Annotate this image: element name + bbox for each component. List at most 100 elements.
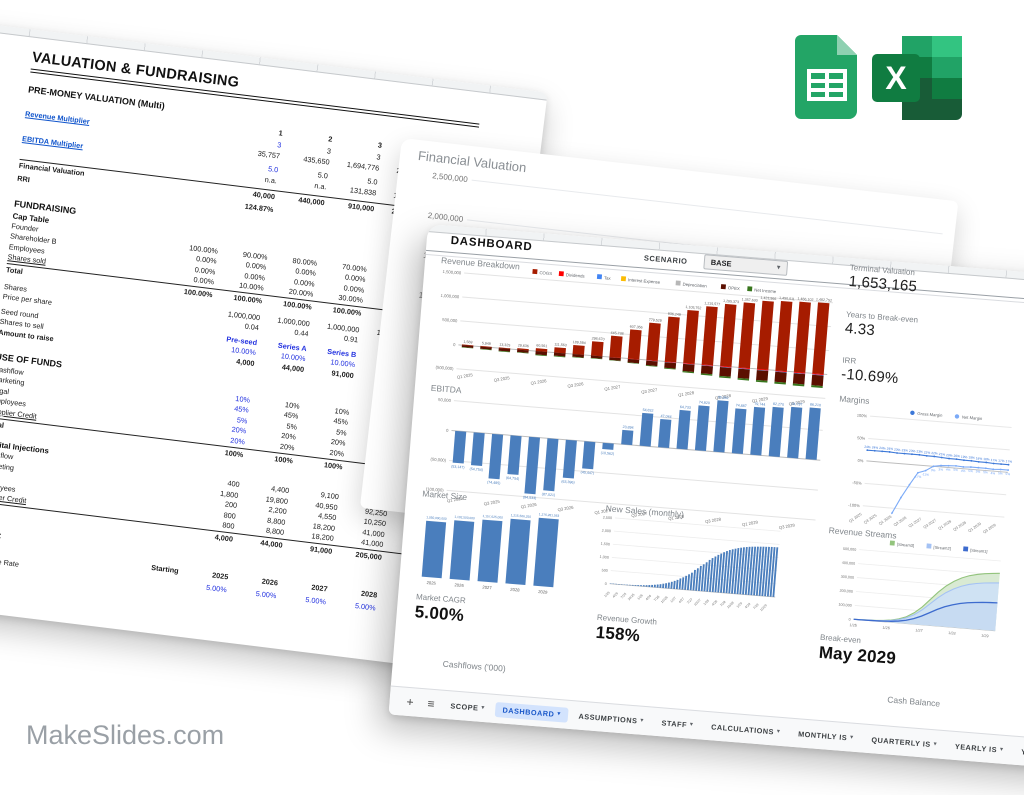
svg-text:10/28: 10/28 [726,601,735,610]
svg-text:20%: 20% [953,454,960,459]
svg-text:24%: 24% [879,446,886,451]
svg-text:Q3 2028: Q3 2028 [705,516,722,524]
svg-text:1,215,577: 1,215,577 [704,301,720,306]
svg-text:4/28: 4/28 [711,599,718,606]
svg-text:7/26: 7/26 [653,595,660,602]
svg-text:0: 0 [848,618,850,622]
svg-text:936,249: 936,249 [668,312,681,317]
sheet-tab-scope[interactable]: SCOPE ▾ [450,700,485,713]
svg-text:23%: 23% [894,448,901,453]
svg-text:23,894: 23,894 [622,425,633,430]
svg-text:2029: 2029 [538,589,548,595]
svg-text:Q3 2025: Q3 2025 [863,513,877,524]
dashboard-sheet-card: DASHBOARD SCENARIO BASE ▼ 1,500,000 1,000… [388,224,1024,795]
kpi-irr-label: IRR [842,355,857,366]
svg-text:1,500,000: 1,500,000 [442,269,462,276]
svg-text:Q3 2025: Q3 2025 [493,375,510,383]
svg-text:COGS: COGS [539,270,552,276]
svg-text:50%: 50% [857,435,866,441]
svg-text:779,529: 779,529 [649,318,662,323]
svg-text:54,832: 54,832 [642,408,653,413]
svg-text:4/29: 4/29 [744,602,751,609]
svg-text:0: 0 [604,582,606,586]
svg-text:-100%: -100% [848,502,860,508]
svg-text:86,210: 86,210 [810,402,821,407]
cell: 91,000 [309,544,333,557]
svg-text:(10,562): (10,562) [601,451,615,456]
cell: 124.87% [244,202,274,215]
svg-text:2028: 2028 [510,587,520,593]
svg-text:Q1 2025: Q1 2025 [848,512,862,523]
sheet-tab-monthly-is[interactable]: MONTHLY IS ▾ [797,728,854,742]
cell: 205,000 [355,550,383,563]
svg-text:(50,000): (50,000) [430,457,447,463]
svg-text:500,000: 500,000 [843,547,857,552]
svg-text:Q3 2027: Q3 2027 [923,518,937,529]
cell [133,523,184,539]
tab-menu-caret-icon: ▾ [557,710,561,718]
sheet-tab-assumptions[interactable]: ASSUMPTIONS ▾ [578,711,644,725]
cell [143,438,194,454]
cell: 4,000 [214,532,234,544]
svg-text:(45,447): (45,447) [580,470,594,475]
svg-text:Q3 2026: Q3 2026 [557,505,574,513]
google-sheets-icon [795,35,857,119]
sheet-tab-quarterly-is[interactable]: QUARTERLY IS ▾ [871,734,938,749]
sheet-tab-calculations[interactable]: CALCULATIONS ▾ [710,721,781,736]
svg-text:Q3 2029: Q3 2029 [778,522,795,530]
svg-text:-50%: -50% [852,480,862,486]
sheet-tab-yearly-is[interactable]: YEARLY IS ▾ [954,741,1004,754]
watermark: MakeSlides.com [26,720,225,750]
svg-text:1,050,000,000: 1,050,000,000 [426,515,447,521]
svg-text:23%: 23% [916,449,923,454]
svg-text:10/29: 10/29 [759,603,768,612]
svg-text:18%: 18% [983,457,990,462]
svg-text:Q3 2028: Q3 2028 [715,393,732,401]
svg-text:1/25: 1/25 [603,591,610,598]
sheet-tab-staff[interactable]: STAFF ▾ [661,717,694,729]
svg-text:0: 0 [446,428,449,433]
svg-text:Gross Margin: Gross Margin [917,411,943,418]
svg-text:20%: 20% [946,453,953,458]
svg-text:5%: 5% [976,469,981,473]
svg-text:(94,533): (94,533) [523,495,537,500]
sheet-tab-yearly-balance[interactable]: YEARLY BALANCE▾ [1020,746,1024,762]
svg-text:189,594: 189,594 [573,340,586,345]
svg-text:(53,147): (53,147) [451,465,465,470]
sheet-tab-dashboard[interactable]: DASHBOARD ▾ [495,701,569,723]
cell: 100.00% [332,305,362,319]
svg-text:4/25: 4/25 [612,591,619,598]
svg-text:Q3 2027: Q3 2027 [631,511,648,519]
svg-text:Q3 2026: Q3 2026 [893,516,907,527]
svg-text:7/29: 7/29 [752,603,759,610]
svg-text:(74,485): (74,485) [487,480,501,485]
svg-text:29,636: 29,636 [518,343,529,348]
svg-text:OPEX: OPEX [728,285,740,291]
cell [127,573,178,589]
svg-text:5,949: 5,949 [482,341,491,346]
svg-text:0: 0 [453,342,456,347]
svg-text:Q1 2027: Q1 2027 [594,508,611,516]
svg-text:Q1 2026: Q1 2026 [530,378,547,386]
add-sheet-button[interactable]: + [406,694,415,710]
svg-text:1,105,752: 1,105,752 [685,305,701,310]
svg-text:(500,000): (500,000) [435,365,454,371]
svg-text:1/29: 1/29 [736,601,743,608]
kpi-market-cagr-value: 5.00% [414,602,465,626]
svg-text:10/26: 10/26 [660,595,669,604]
svg-text:2,000,000: 2,000,000 [427,211,464,224]
svg-text:-17%: -17% [914,474,922,479]
kpi-revenue-growth-value: 158% [595,622,641,646]
svg-text:Interest Expense: Interest Expense [628,277,661,285]
tab-menu-caret-icon: ▾ [689,721,694,728]
dashboard-charts-canvas: 1,500,000 1,000,000 500,000 0 (500,000) 1,569… [421,269,1012,638]
all-sheets-menu-button[interactable]: ≡ [426,696,436,712]
svg-text:[Stream3]: [Stream3] [897,542,915,548]
svg-text:7/27: 7/27 [686,597,693,604]
svg-text:47,044: 47,044 [660,414,671,419]
svg-text:Q1 2028: Q1 2028 [678,390,695,398]
svg-text:1,500: 1,500 [601,542,611,547]
svg-text:1,215,506,250: 1,215,506,250 [511,513,532,519]
svg-text:-11%: -11% [922,472,930,477]
svg-text:Q1 2029: Q1 2029 [967,522,981,533]
